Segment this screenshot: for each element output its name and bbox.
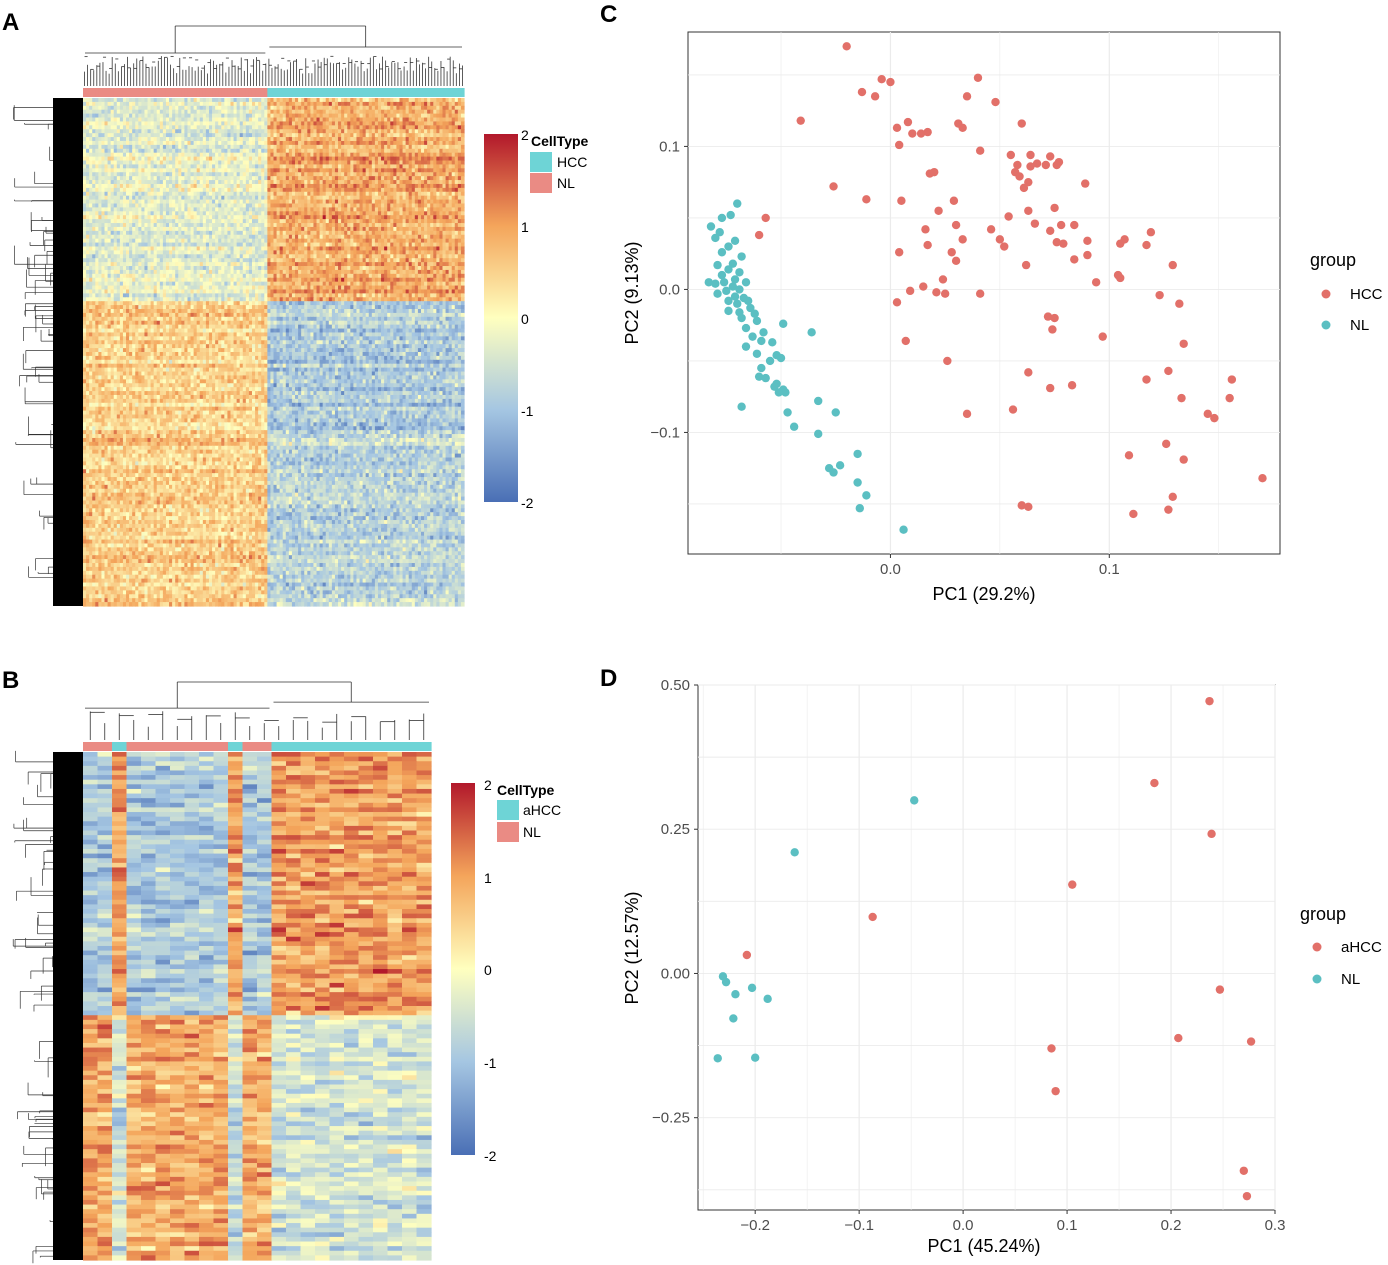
heatmap-cell (461, 219, 465, 224)
heatmap-cell (461, 102, 465, 107)
heatmap-cell (461, 129, 465, 134)
heatmap-a-cells (83, 98, 465, 607)
heatmap-cell (461, 161, 465, 166)
row-dendrogram-leaves (53, 98, 83, 606)
heatmap-cell (461, 106, 465, 111)
heatmap-cell (461, 141, 465, 146)
heatmap-cell (461, 215, 465, 220)
heatmap-cell (461, 231, 465, 236)
heatmap-cell (461, 196, 465, 201)
heatmap-a-column-annotation (83, 88, 465, 97)
heatmap-cell (461, 176, 465, 181)
heatmap-cell (461, 188, 465, 193)
heatmap-cell (461, 98, 465, 103)
heatmap-cell (461, 235, 465, 240)
heatmap-cell (461, 192, 465, 197)
figure-canvas: A B C D 2 1 0 -1 -2 CellType HCC NL 2 1 … (0, 0, 1388, 1265)
heatmap-cell (461, 149, 465, 154)
panel-label-d: D (600, 665, 617, 692)
heatmap-cell (461, 207, 465, 212)
heatmap-cell (461, 180, 465, 185)
panel-label-b: B (2, 667, 19, 694)
heatmap-cell (461, 172, 465, 177)
heatmap-cell (461, 211, 465, 216)
heatmap-cell (461, 164, 465, 169)
heatmap-cell (461, 110, 465, 115)
heatmap-cell (461, 153, 465, 158)
heatmap-a-row-dendrogram (13, 98, 83, 606)
heatmap-cell (461, 204, 465, 209)
panel-label-a: A (2, 9, 19, 36)
heatmap-cell (461, 114, 465, 119)
heatmap-cell (461, 168, 465, 173)
heatmap-cell (461, 137, 465, 142)
heatmap-cell (461, 145, 465, 150)
heatmap-a (13, 26, 464, 607)
heatmap-cell (461, 133, 465, 138)
heatmap-cell (461, 184, 465, 189)
heatmap-a-column-dendrogram (85, 26, 463, 86)
heatmap-cell (461, 200, 465, 205)
panel-label-c: C (600, 1, 617, 28)
heatmap-cell (461, 125, 465, 130)
heatmap-cell (461, 227, 465, 232)
heatmap-cell (461, 121, 465, 126)
heatmap-cell (461, 223, 465, 228)
heatmap-cell (461, 157, 465, 162)
annotation-cell (461, 88, 465, 97)
heatmap-cell (461, 118, 465, 123)
